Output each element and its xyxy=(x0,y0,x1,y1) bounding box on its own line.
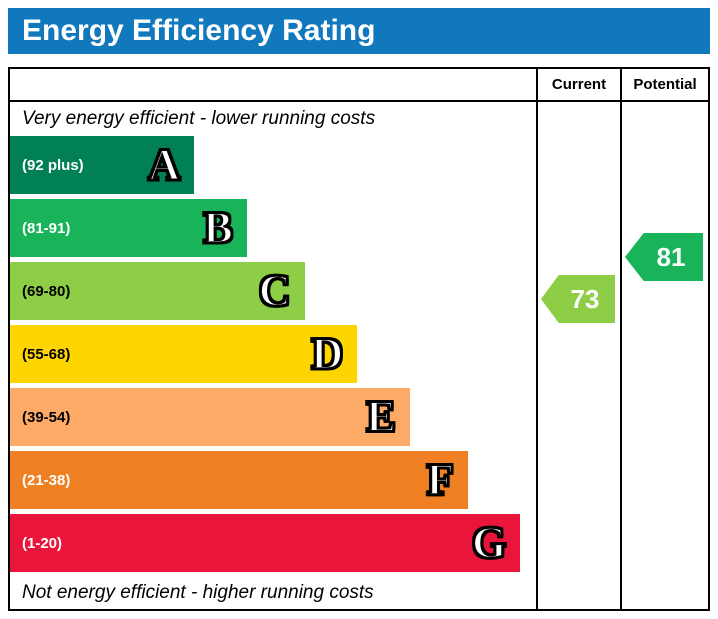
band-row-b: (81-91) B xyxy=(10,199,536,257)
band-range-label: (1-20) xyxy=(22,534,63,552)
current-value: 73 xyxy=(570,283,600,314)
band-bar-f: (21-38) F xyxy=(10,451,468,509)
bands-area: Very energy efficient - lower running co… xyxy=(10,102,536,609)
page-title: Energy Efficiency Rating xyxy=(22,14,376,47)
band-range-label: (92 plus) xyxy=(22,156,84,174)
band-row-d: (55-68) D xyxy=(10,325,536,383)
potential-arrow: 81 xyxy=(625,233,703,281)
band-row-e: (39-54) E xyxy=(10,388,536,446)
band-letter: A xyxy=(147,140,181,189)
band-range-label: (55-68) xyxy=(22,345,71,363)
band-row-c: (69-80) C xyxy=(10,262,536,320)
band-row-a: (92 plus) A xyxy=(10,136,536,194)
header-spacer xyxy=(10,69,536,102)
band-letter: G xyxy=(471,518,507,567)
current-column-header: Current xyxy=(536,69,620,102)
band-letter: C xyxy=(258,266,292,315)
band-bar-g: (1-20) G xyxy=(10,514,521,572)
potential-column-body: 81 xyxy=(620,102,708,609)
potential-value: 81 xyxy=(656,241,686,272)
band-bar-b: (81-91) B xyxy=(10,199,247,257)
band-letter: B xyxy=(202,203,233,252)
title-banner: Energy Efficiency Rating xyxy=(8,8,710,54)
band-bar-a: (92 plus) A xyxy=(10,136,195,194)
bands: (92 plus) A (81-91) B (69-80) C (55-68) D (39-54… xyxy=(10,136,536,572)
band-range-label: (39-54) xyxy=(22,408,71,426)
current-arrow: 73 xyxy=(541,275,615,323)
bottom-note: Not energy efficient - higher running co… xyxy=(22,582,374,603)
band-letter: F xyxy=(426,455,455,504)
band-bar-c: (69-80) C xyxy=(10,262,305,320)
band-letter: E xyxy=(365,392,396,441)
top-note: Very energy efficient - lower running co… xyxy=(22,108,376,129)
current-column-body: 73 xyxy=(536,102,620,609)
band-range-label: (81-91) xyxy=(22,219,71,237)
band-row-f: (21-38) F xyxy=(10,451,536,509)
band-range-label: (21-38) xyxy=(22,471,71,489)
band-bar-e: (39-54) E xyxy=(10,388,410,446)
energy-rating-chart: Current Potential Very energy efficient … xyxy=(8,67,710,611)
band-range-label: (69-80) xyxy=(22,282,71,300)
potential-column-header: Potential xyxy=(620,69,708,102)
band-bar-d: (55-68) D xyxy=(10,325,358,383)
band-letter: D xyxy=(310,329,344,378)
band-row-g: (1-20) G xyxy=(10,514,536,572)
